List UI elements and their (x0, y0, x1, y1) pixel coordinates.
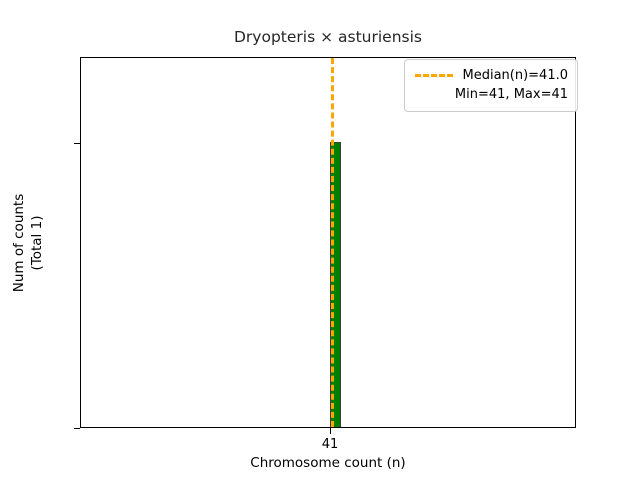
bar-41 (330, 142, 341, 427)
y-axis-label: Num of counts (Total 1) (10, 193, 46, 292)
legend-label-minmax: Min=41, Max=41 (454, 87, 568, 102)
page-title: Dryopteris × asturiensis (234, 28, 422, 46)
median-line (331, 58, 334, 427)
y-axis-label-line-1: Num of counts (10, 193, 27, 292)
x-axis-label: Chromosome count (n) (250, 455, 406, 471)
legend-label-median: Median(n)=41.0 (462, 68, 568, 83)
legend-item-median: Median(n)=41.0 (414, 66, 568, 85)
x-tick-mark-41 (330, 428, 331, 434)
x-tick-label-41: 41 (321, 437, 339, 452)
plot-area (80, 57, 576, 428)
y-tick-mark-0 (74, 428, 80, 429)
legend: Median(n)=41.0 Min=41, Max=41 (404, 59, 578, 112)
y-tick-mark-1 (74, 143, 80, 144)
legend-item-minmax: Min=41, Max=41 (414, 85, 568, 104)
y-axis-label-container: Num of counts (Total 1) (0, 57, 56, 428)
dashed-line-icon (415, 74, 454, 77)
y-axis-label-line-2: (Total 1) (29, 215, 45, 270)
